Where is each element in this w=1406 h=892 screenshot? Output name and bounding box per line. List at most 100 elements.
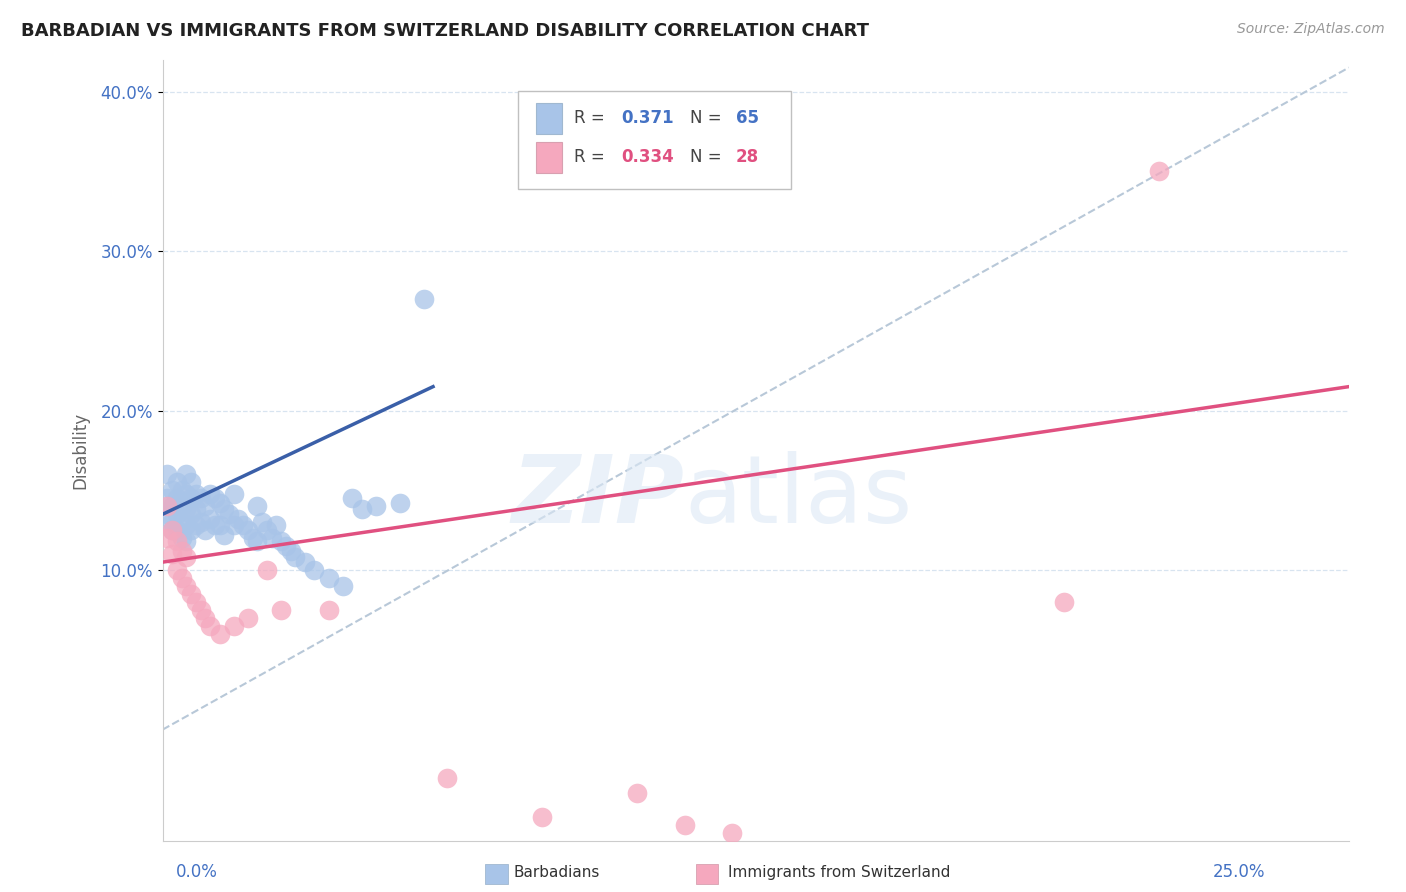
Point — [208, 496, 231, 510]
Text: Source: ZipAtlas.com: Source: ZipAtlas.com — [1237, 22, 1385, 37]
Point — [236, 611, 259, 625]
Point — [170, 571, 193, 585]
Point — [176, 550, 198, 565]
Point — [194, 500, 217, 514]
Point — [256, 523, 278, 537]
Point — [156, 491, 179, 506]
Point — [184, 502, 207, 516]
Point — [1147, 164, 1170, 178]
Point — [176, 502, 198, 516]
Point — [160, 483, 183, 498]
Text: Barbadians: Barbadians — [513, 865, 599, 880]
Point — [242, 531, 264, 545]
Point — [190, 603, 212, 617]
Point — [198, 512, 221, 526]
Point — [190, 491, 212, 506]
Text: atlas: atlas — [685, 451, 912, 543]
Point — [228, 512, 250, 526]
Point — [270, 603, 292, 617]
Point — [176, 518, 198, 533]
Point — [184, 595, 207, 609]
FancyBboxPatch shape — [536, 103, 562, 134]
Point — [190, 515, 212, 529]
Point — [194, 523, 217, 537]
Point — [250, 515, 273, 529]
Point — [170, 531, 193, 545]
Point — [284, 550, 307, 565]
Point — [246, 534, 269, 549]
Point — [270, 534, 292, 549]
Point — [218, 508, 240, 522]
Point — [180, 508, 202, 522]
Text: Immigrants from Switzerland: Immigrants from Switzerland — [728, 865, 950, 880]
Text: N =: N = — [690, 148, 727, 166]
Point — [626, 787, 648, 801]
Point — [208, 627, 231, 641]
Point — [166, 534, 188, 549]
Point — [156, 500, 179, 514]
Point — [222, 518, 245, 533]
Point — [214, 502, 236, 516]
Point — [260, 531, 283, 545]
Text: 0.334: 0.334 — [621, 148, 675, 166]
Point — [170, 515, 193, 529]
Point — [673, 818, 696, 832]
Point — [350, 502, 373, 516]
Point — [318, 603, 340, 617]
Text: N =: N = — [690, 109, 727, 128]
Point — [170, 500, 193, 514]
Point — [156, 508, 179, 522]
Point — [266, 518, 288, 533]
FancyBboxPatch shape — [536, 142, 562, 173]
Point — [160, 523, 183, 537]
Point — [204, 518, 226, 533]
Point — [160, 547, 183, 561]
Text: 25.0%: 25.0% — [1213, 863, 1265, 881]
Point — [160, 500, 183, 514]
Point — [222, 486, 245, 500]
Text: R =: R = — [574, 109, 610, 128]
Point — [412, 292, 434, 306]
Point — [166, 491, 188, 506]
Point — [176, 467, 198, 482]
Point — [236, 523, 259, 537]
Point — [436, 771, 458, 785]
Point — [294, 555, 316, 569]
Point — [180, 587, 202, 601]
Point — [531, 810, 554, 824]
Point — [198, 486, 221, 500]
Point — [160, 523, 183, 537]
Point — [318, 571, 340, 585]
Point — [194, 611, 217, 625]
Point — [170, 483, 193, 498]
Point — [166, 475, 188, 490]
Point — [280, 544, 302, 558]
Point — [176, 534, 198, 549]
Text: BARBADIAN VS IMMIGRANTS FROM SWITZERLAND DISABILITY CORRELATION CHART: BARBADIAN VS IMMIGRANTS FROM SWITZERLAND… — [21, 22, 869, 40]
Point — [222, 619, 245, 633]
Point — [342, 491, 364, 506]
Text: R =: R = — [574, 148, 610, 166]
Point — [170, 544, 193, 558]
Point — [176, 579, 198, 593]
Text: 0.371: 0.371 — [621, 109, 675, 128]
Point — [246, 500, 269, 514]
Point — [166, 523, 188, 537]
Text: ZIP: ZIP — [512, 451, 685, 543]
Point — [184, 486, 207, 500]
Point — [332, 579, 354, 593]
Point — [214, 528, 236, 542]
Point — [274, 539, 297, 553]
FancyBboxPatch shape — [519, 91, 792, 188]
Point — [1053, 595, 1076, 609]
Text: 65: 65 — [735, 109, 758, 128]
Point — [156, 531, 179, 545]
Point — [160, 515, 183, 529]
Point — [364, 500, 387, 514]
Point — [204, 491, 226, 506]
Point — [232, 518, 254, 533]
Point — [176, 486, 198, 500]
Y-axis label: Disability: Disability — [72, 412, 89, 489]
Point — [156, 467, 179, 482]
Text: 28: 28 — [735, 148, 759, 166]
